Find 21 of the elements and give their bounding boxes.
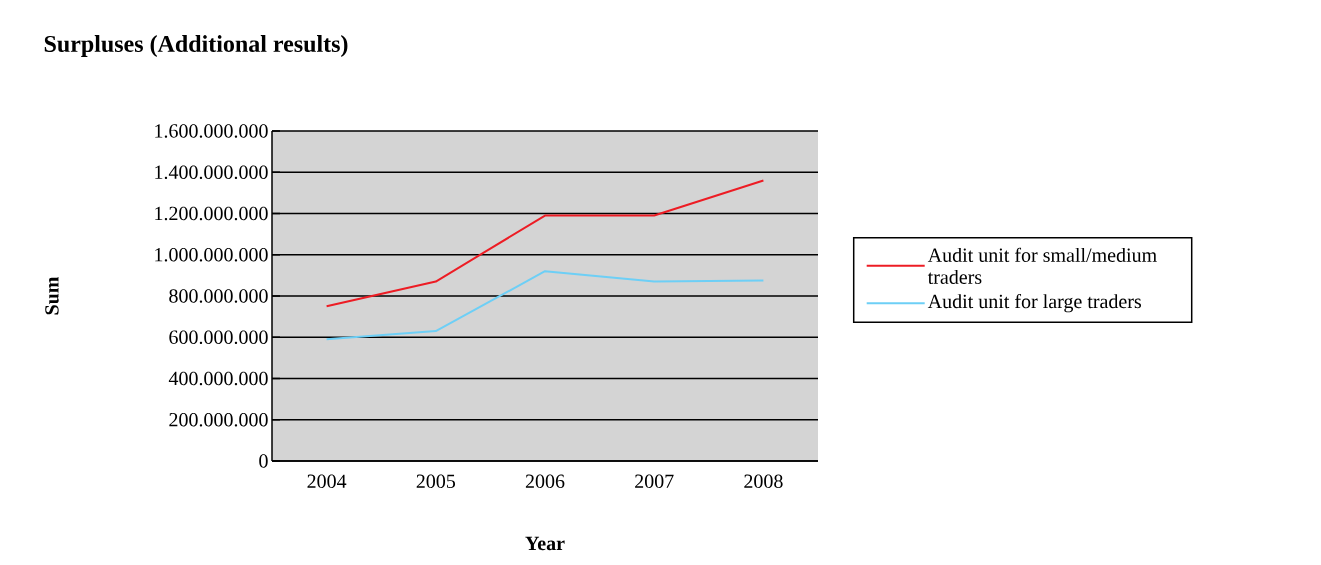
x-tick-label: 2006	[525, 474, 565, 489]
y-tick-label: 1.200.000.000	[155, 206, 268, 221]
chart-title: Surpluses (Additional results)	[44, 35, 348, 57]
x-tick-label: 2004	[307, 474, 347, 489]
y-axis-title: Sum	[45, 276, 59, 315]
x-axis-title: Year	[525, 536, 565, 551]
line-series	[325, 179, 765, 308]
y-tick-label: 800.000.000	[169, 289, 268, 303]
y-tick-label: 0	[259, 454, 268, 468]
y-tick-label: 400.000.000	[168, 371, 268, 386]
y-tick-label: 200.000.000	[169, 412, 268, 427]
y-tick-label: 1.400.000.000	[155, 165, 268, 180]
y-tick-label: 1.600.000.000	[155, 124, 268, 138]
y-tick-label: 600.000.000	[169, 330, 268, 345]
x-tick-label: 2008	[744, 474, 783, 489]
x-tick-label: 2007	[635, 474, 674, 489]
y-tick-label: 1.000.000.000	[155, 247, 268, 262]
line-series	[325, 270, 765, 341]
x-tick-label: 2005	[416, 474, 456, 489]
legend-label: Audit unit for large traders	[927, 293, 1141, 313]
legend-label: Audit unit for small/medium traders	[927, 247, 1157, 284]
